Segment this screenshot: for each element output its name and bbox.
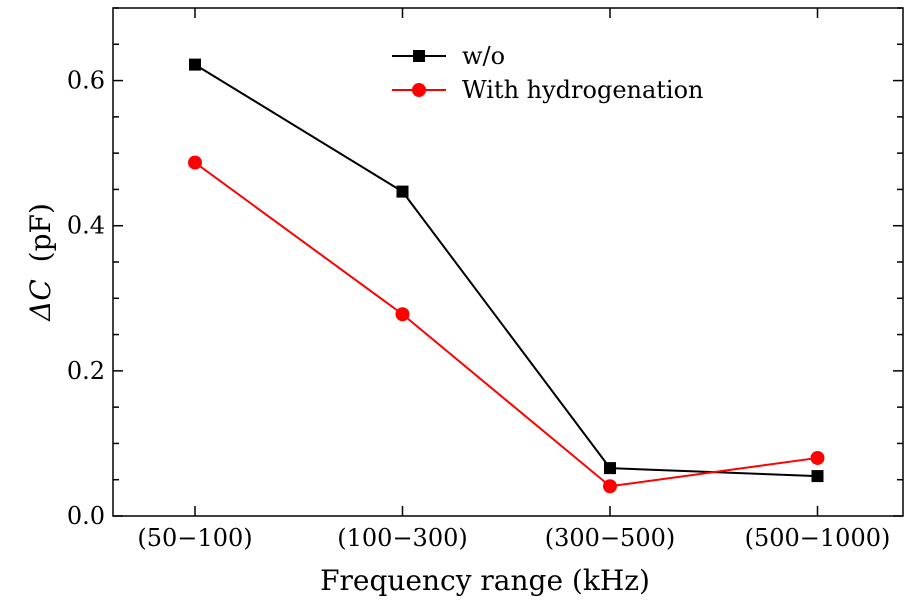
data-point-series-1	[395, 307, 410, 322]
legend-marker-series-1	[412, 83, 426, 97]
legend-marker-series-0	[413, 50, 425, 62]
x-tick-label: (300−500)	[545, 524, 675, 552]
series-line-1	[194, 161, 818, 488]
x-axis-title: Frequency range (kHz)	[320, 564, 650, 597]
x-axis-ticks: (50−100) (100−300) (300−500) (500−1000)	[137, 8, 890, 552]
data-point-series-0	[811, 470, 824, 483]
y-axis-title: ΔC (pF)	[24, 203, 57, 322]
svg-text:ΔC (pF): ΔC (pF)	[24, 203, 57, 322]
y-axis-unit: (pF)	[24, 203, 57, 262]
series-line-0	[194, 63, 818, 478]
data-point-series-0	[604, 462, 616, 475]
y-tick-label: 0.6	[67, 67, 105, 95]
x-tick-label: (100−300)	[337, 524, 467, 552]
x-tick-label: (50−100)	[137, 524, 252, 552]
data-point-series-1	[810, 450, 825, 465]
legend-label-series-1: With hydrogenation	[462, 76, 704, 104]
y-tick-label: 0.4	[67, 212, 105, 240]
data-point-series-0	[189, 58, 201, 71]
legend: w/o With hydrogenation	[392, 42, 704, 104]
legend-label-series-0: w/o	[462, 42, 505, 70]
y-tick-label: 0.2	[67, 357, 105, 385]
x-tick-label: (500−1000)	[745, 524, 891, 552]
series-layer	[188, 58, 825, 494]
data-point-series-1	[603, 479, 617, 494]
data-point-series-0	[396, 185, 409, 198]
y-axis-ticks: 0.0 0.2 0.4 0.6	[67, 7, 903, 530]
y-tick-label: 0.0	[67, 502, 105, 530]
data-point-series-1	[188, 155, 202, 170]
y-axis-symbol: ΔC	[24, 279, 57, 322]
